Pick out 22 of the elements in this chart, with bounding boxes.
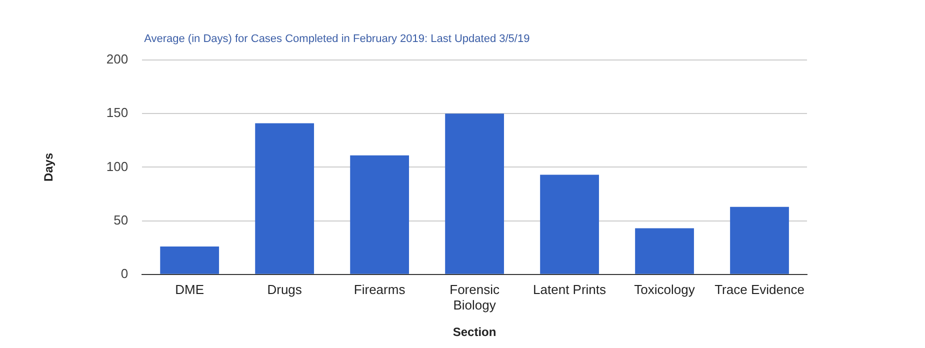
bar bbox=[255, 123, 314, 274]
chart-title: Average (in Days) for Cases Completed in February 2019: Last Updated 3/5/19 bbox=[144, 33, 530, 45]
x-tick-label: Firearms bbox=[354, 282, 406, 297]
y-axis-title: Days bbox=[42, 152, 56, 182]
y-tick-label: 0 bbox=[120, 266, 128, 281]
y-tick-label: 150 bbox=[106, 105, 128, 120]
y-tick-label: 200 bbox=[106, 52, 128, 67]
bar bbox=[350, 155, 410, 274]
y-tick-label: 100 bbox=[106, 158, 128, 174]
bar bbox=[160, 246, 220, 274]
bar bbox=[540, 174, 599, 274]
bar bbox=[445, 114, 504, 274]
x-tick-label: Forensic Biology bbox=[450, 282, 500, 312]
x-tick-label: Latent Prints bbox=[533, 282, 607, 297]
bar bbox=[635, 228, 694, 274]
x-axis-title: Section bbox=[452, 325, 496, 340]
y-tick-label: 50 bbox=[114, 212, 128, 228]
bar bbox=[730, 206, 789, 274]
x-tick-label: Trace Evidence bbox=[714, 282, 804, 297]
x-tick-label: DME bbox=[175, 282, 204, 297]
x-tick-label: Drugs bbox=[267, 282, 302, 297]
x-tick-label: Toxicology bbox=[634, 282, 696, 297]
